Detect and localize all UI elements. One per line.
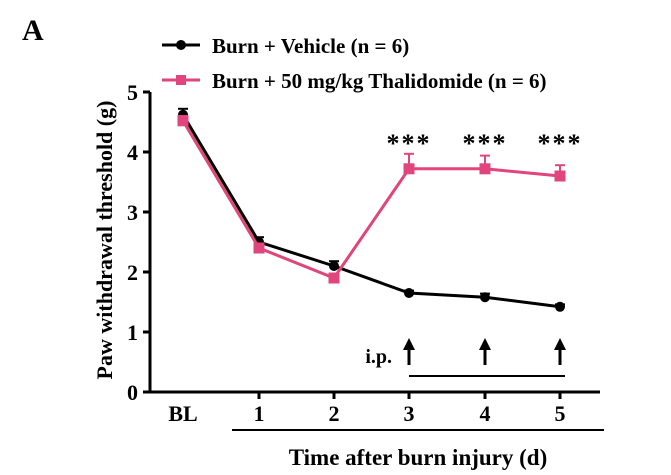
- x-tick-label: 2: [329, 401, 340, 426]
- significance-mark: ***: [538, 129, 583, 158]
- data-point: [555, 301, 565, 312]
- legend-item-vehicle: Burn + Vehicle (n = 6): [162, 34, 409, 58]
- legend-marker-thalidomide: [176, 75, 186, 85]
- injection-arrow-icon: [479, 338, 491, 350]
- x-axis-label: Time after burn injury (d): [289, 445, 548, 470]
- legend-label-vehicle: Burn + Vehicle (n = 6): [212, 34, 409, 58]
- data-point: [328, 272, 340, 284]
- y-tick-label: 0: [127, 380, 138, 405]
- x-ticks: BL 1 2 3 4 5: [168, 392, 566, 426]
- annotation-layer: *** *** ***: [387, 129, 583, 365]
- series-line-vehicle: [181, 114, 561, 309]
- data-point: [404, 288, 414, 298]
- series-vehicle: [178, 107, 565, 312]
- y-tick-label: 3: [127, 200, 138, 225]
- series-thalidomide: [177, 115, 566, 284]
- y-tick-label: 2: [127, 260, 138, 285]
- legend-label-thalidomide: Burn + 50 mg/kg Thalidomide (n = 6): [212, 69, 547, 93]
- significance-mark: ***: [463, 129, 508, 158]
- x-tick-label: 3: [404, 401, 415, 426]
- x-tick-label: 5: [555, 401, 566, 426]
- y-tick-label: 1: [127, 320, 138, 345]
- y-ticks: 0 1 2 3 4 5: [127, 80, 150, 405]
- y-tick-label: 4: [127, 140, 138, 165]
- legend-item-thalidomide: Burn + 50 mg/kg Thalidomide (n = 6): [162, 69, 547, 93]
- series-layer: [177, 107, 566, 312]
- significance-mark: ***: [387, 129, 432, 158]
- x-tick-label: BL: [168, 401, 197, 426]
- x-tick-label: 1: [254, 401, 265, 426]
- y-tick-label: 5: [127, 80, 138, 105]
- data-point: [329, 261, 339, 271]
- data-point: [480, 292, 490, 303]
- x-tick-label: 4: [480, 401, 491, 426]
- data-point: [554, 170, 566, 182]
- injection-label: i.p.: [365, 346, 392, 368]
- data-point: [479, 163, 491, 175]
- data-point: [403, 163, 415, 175]
- data-point: [177, 115, 189, 127]
- legend: Burn + Vehicle (n = 6) Burn + 50 mg/kg T…: [162, 34, 547, 93]
- legend-marker-vehicle: [176, 40, 186, 50]
- injection-arrow-icon: [403, 338, 415, 350]
- y-axis-label: Paw withdrawal threshold (g): [92, 101, 117, 380]
- panel-label: A: [22, 14, 44, 47]
- data-point: [253, 242, 265, 254]
- series-line-thalidomide: [181, 120, 561, 280]
- injection-arrow-icon: [554, 338, 566, 350]
